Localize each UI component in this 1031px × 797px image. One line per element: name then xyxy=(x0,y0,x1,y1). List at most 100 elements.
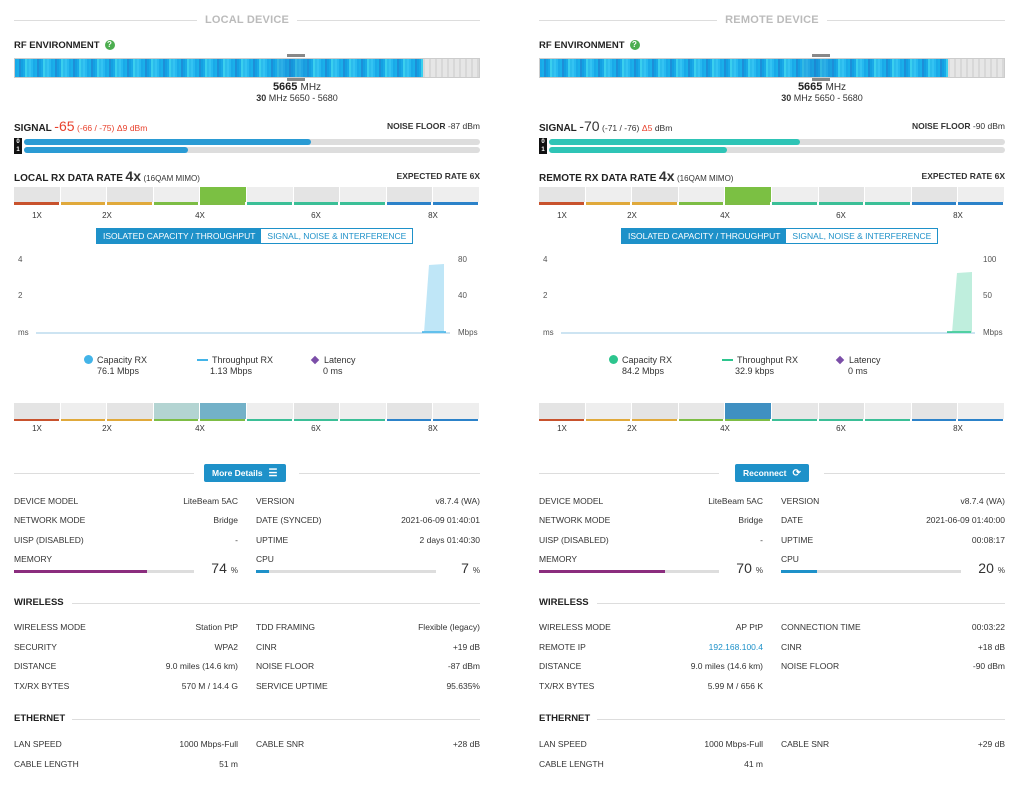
left-axis-label: ms xyxy=(543,328,554,337)
field-value: -87 dBm xyxy=(447,661,480,671)
mcs-label: 8X xyxy=(953,424,963,433)
mcs-underline xyxy=(865,202,911,205)
wireless-info-row: TDD FRAMING Flexible (legacy) xyxy=(256,622,480,632)
mcs-underline xyxy=(865,419,911,421)
mcs-underline xyxy=(153,202,200,205)
chain-1-signal-bar: 1 xyxy=(14,146,480,154)
rx-modulation: (16QAM MIMO) xyxy=(677,174,734,183)
device-info-row: DEVICE MODEL LiteBeam 5AC xyxy=(539,496,763,506)
legend-item-throughput[interactable]: Throughput RX 1.13 Mbps xyxy=(197,354,277,376)
wireless-section-header: WIRELESS xyxy=(14,597,480,609)
chain-0-fill xyxy=(24,139,312,145)
noise-floor-label: NOISE FLOOR xyxy=(386,121,446,131)
field-label: REMOTE IP xyxy=(539,642,586,652)
field-label: NOISE FLOOR xyxy=(781,661,840,671)
mcs-label: 4X xyxy=(720,211,730,220)
legend-value: 32.9 kbps xyxy=(735,365,775,376)
legend-label: Latency xyxy=(849,354,881,365)
field-value: 41 m xyxy=(744,759,763,769)
tab-signal-noise-interference[interactable]: SIGNAL, NOISE & INTERFERENCE xyxy=(261,229,413,243)
cpu-meter: CPU 20% xyxy=(781,554,1005,576)
chain-1-fill xyxy=(549,147,727,153)
latency-diamond-icon xyxy=(835,355,845,364)
device-info-row: UISP (DISABLED) - xyxy=(539,535,763,545)
local-device-panel: LOCAL DEVICE RF ENVIRONMENT? 5665 MHz 30 MH… xyxy=(14,0,480,797)
help-icon[interactable]: ? xyxy=(629,40,640,51)
right-axis-label: 50 xyxy=(983,291,992,300)
wireless-info-row: TX/RX BYTES 570 M / 14.4 G xyxy=(14,681,238,691)
panel-title: REMOTE DEVICE xyxy=(539,14,1005,26)
mcs-underline xyxy=(678,419,725,421)
signal-label: SIGNAL xyxy=(539,123,577,134)
mcs-underline xyxy=(340,202,386,205)
field-label: DISTANCE xyxy=(14,661,57,671)
rf-environment-spectrum[interactable] xyxy=(14,58,480,78)
mcs-rate-bar xyxy=(14,187,480,205)
tab-isolated-capacity[interactable]: ISOLATED CAPACITY / THROUGHPUT xyxy=(97,229,262,243)
field-value: +28 dB xyxy=(452,739,480,749)
rf-environment-text: RF ENVIRONMENT xyxy=(14,40,100,51)
more-details-button[interactable]: More Details ☰ xyxy=(204,464,286,482)
refresh-icon: ⟳ xyxy=(792,468,801,479)
legend-item-capacity[interactable]: Capacity RX 84.2 Mbps xyxy=(609,354,689,376)
chart-svg: 4 2 ms 80 40 Mbps xyxy=(18,255,478,337)
mcs-segment xyxy=(14,187,61,205)
percent-sign: % xyxy=(755,566,763,575)
throughput-line-icon xyxy=(197,358,208,361)
mcs-segment xyxy=(386,403,434,421)
device-info-row: UPTIME 00:08:17 xyxy=(781,535,1005,545)
mcs-segment xyxy=(958,403,1005,421)
mcs-segment xyxy=(678,403,726,421)
channel-width: 30 xyxy=(256,93,267,103)
meter-fill xyxy=(256,570,269,573)
meter-value: 20 xyxy=(978,560,994,576)
capacity-throughput-chart[interactable]: 4 2 ms 100 50 Mbps xyxy=(539,252,1005,347)
device-info-row: DATE 2021-06-09 01:40:00 xyxy=(781,515,1005,525)
help-icon[interactable]: ? xyxy=(104,40,115,51)
capacity-area xyxy=(952,272,972,333)
wireless-info-row: WIRELESS MODE Station PtP xyxy=(14,622,238,632)
tab-signal-noise-interference[interactable]: SIGNAL, NOISE & INTERFERENCE xyxy=(786,229,938,243)
legend-item-latency[interactable]: Latency 0 ms xyxy=(835,354,885,376)
tab-isolated-capacity[interactable]: ISOLATED CAPACITY / THROUGHPUT xyxy=(622,229,787,243)
mcs-segment xyxy=(200,403,247,421)
field-value: v8.7.4 (WA) xyxy=(435,496,480,506)
mcs-segment xyxy=(771,403,819,421)
field-value: +18 dB xyxy=(977,642,1005,652)
action-row: Reconnect ⟳ xyxy=(539,464,1005,482)
legend-item-latency[interactable]: Latency 0 ms xyxy=(310,354,360,376)
memory-meter: MEMORY 74% xyxy=(14,554,238,576)
mcs-segment xyxy=(386,187,434,205)
legend-item-throughput[interactable]: Throughput RX 32.9 kbps xyxy=(722,354,802,376)
reconnect-button[interactable]: Reconnect ⟳ xyxy=(735,464,809,482)
field-value: 51 m xyxy=(219,759,238,769)
chart-svg: 4 2 ms 100 50 Mbps xyxy=(543,255,1003,337)
ethernet-section-header: ETHERNET xyxy=(539,713,1005,725)
mcs-segment xyxy=(632,403,679,421)
frequency-unit: MHz xyxy=(300,82,322,93)
mcs-underline xyxy=(958,419,1004,421)
mcs-underline xyxy=(200,419,246,421)
field-value: 00:08:17 xyxy=(971,535,1005,545)
left-axis-label: ms xyxy=(18,328,29,337)
mcs-underline xyxy=(107,202,153,205)
section-title: WIRELESS xyxy=(539,597,595,608)
list-icon: ☰ xyxy=(268,468,278,479)
field-label: DISTANCE xyxy=(539,661,582,671)
action-label: More Details xyxy=(212,468,263,478)
field-label: CINR xyxy=(256,642,277,652)
rx-data-rate-row: REMOTE RX DATA RATE 4x (16QAM MIMO) EXPEC… xyxy=(539,168,1005,184)
legend-item-capacity[interactable]: Capacity RX 76.1 Mbps xyxy=(84,354,164,376)
field-label: DATE (SYNCED) xyxy=(256,515,322,525)
mcs-underline xyxy=(340,419,386,421)
field-value[interactable]: 192.168.100.4 xyxy=(708,642,763,652)
mcs-underline xyxy=(958,202,1004,205)
memory-meter: MEMORY 70% xyxy=(539,554,763,576)
panel-title: LOCAL DEVICE xyxy=(14,14,480,26)
field-value: 9.0 miles (14.6 km) xyxy=(165,661,238,671)
signal-value: -65 xyxy=(54,118,75,134)
signal-label: SIGNAL xyxy=(14,123,52,134)
mcs-segment xyxy=(911,187,959,205)
capacity-throughput-chart[interactable]: 4 2 ms 80 40 Mbps xyxy=(14,252,480,347)
rf-environment-spectrum[interactable] xyxy=(539,58,1005,78)
